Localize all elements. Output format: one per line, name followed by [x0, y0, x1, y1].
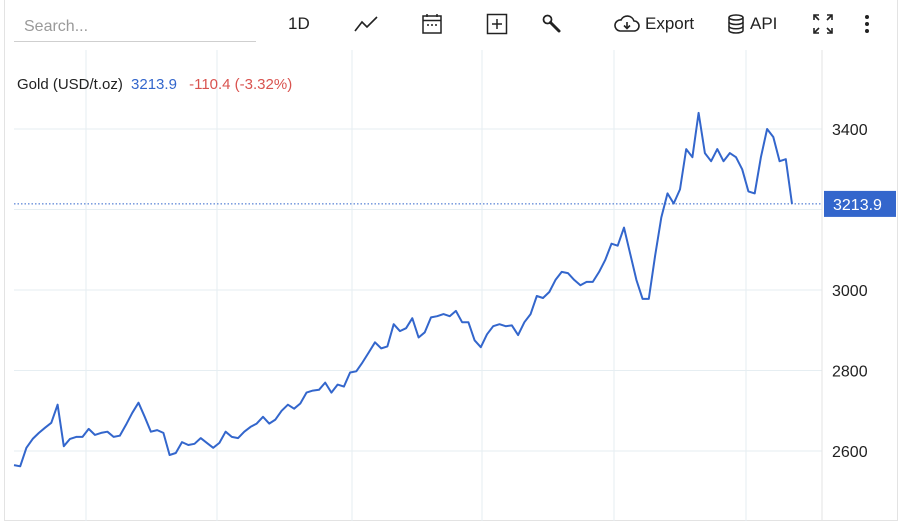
export-label: Export	[645, 14, 695, 33]
fullscreen-button[interactable]	[811, 8, 835, 40]
cloud-download-icon	[613, 13, 641, 35]
calendar-icon	[420, 12, 444, 36]
chart-grid	[14, 50, 823, 521]
add-indicator-button[interactable]	[485, 8, 509, 40]
last-price: 3213.9	[131, 76, 177, 93]
current-price-marker: 3213.9	[824, 190, 896, 217]
y-tick-label: 3400	[832, 122, 868, 139]
more-vert-icon	[860, 12, 874, 36]
y-tick-label: 2800	[832, 364, 868, 381]
instrument-name: Gold (USD/t.oz)	[17, 76, 123, 93]
series-line	[13, 111, 793, 468]
interval-label: 1D	[288, 14, 310, 33]
interval-button[interactable]: 1D	[288, 8, 310, 40]
plus-box-icon	[485, 12, 509, 36]
price-change: -110.4 (-3.32%)	[189, 76, 293, 93]
database-icon	[726, 13, 746, 35]
fullscreen-icon	[811, 12, 835, 36]
export-button[interactable]: Export	[613, 8, 694, 40]
api-label: API	[750, 14, 778, 33]
chart-frame	[4, 0, 898, 521]
y-axis-ticks: 2600 2800 3000 3400	[832, 122, 868, 461]
current-price-box	[824, 190, 896, 217]
line-chart-icon	[353, 14, 379, 34]
toolbar: 1D	[0, 0, 900, 50]
chart-legend: Gold (USD/t.oz) 3213.9 -110.4 (-3.32%)	[17, 76, 292, 93]
settings-button[interactable]	[540, 8, 564, 40]
date-range-button[interactable]	[420, 8, 444, 40]
wrench-icon	[540, 12, 564, 36]
api-button[interactable]: API	[726, 8, 777, 40]
y-tick-label: 3000	[832, 283, 868, 300]
chart-type-button[interactable]	[353, 8, 379, 40]
current-price-label: 3213.9	[833, 197, 882, 214]
search-input[interactable]	[14, 12, 256, 42]
series-layer	[13, 111, 822, 468]
more-button[interactable]	[860, 8, 874, 40]
y-tick-label: 2600	[832, 444, 868, 461]
